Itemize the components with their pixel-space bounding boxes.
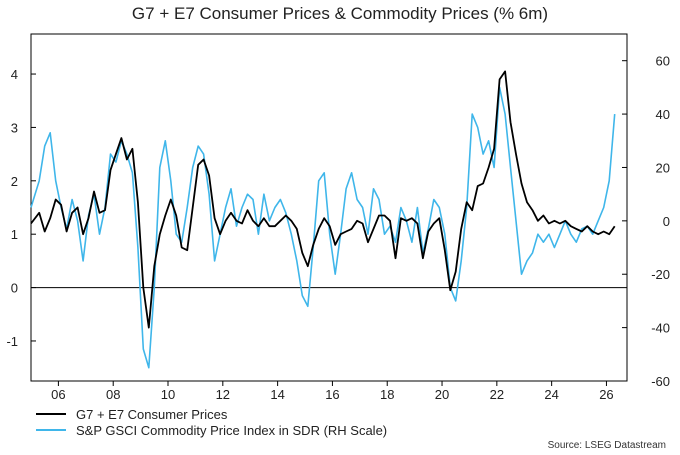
plot-frame bbox=[30, 33, 628, 382]
y-left-tick-label: 4 bbox=[11, 67, 18, 82]
x-tick-label: 12 bbox=[216, 387, 230, 402]
x-tick-label: 08 bbox=[106, 387, 120, 402]
y-right-tick-label: 20 bbox=[656, 160, 670, 175]
y-left-tick-label: -1 bbox=[6, 334, 18, 349]
y-right-tick-label: -40 bbox=[651, 321, 670, 336]
plot-border bbox=[30, 33, 628, 382]
x-tick-label: 24 bbox=[544, 387, 558, 402]
x-tick-label: 26 bbox=[599, 387, 613, 402]
x-tick-label: 06 bbox=[51, 387, 65, 402]
y-left-tick-label: 2 bbox=[11, 174, 18, 189]
x-tick-label: 16 bbox=[325, 387, 339, 402]
series-line-cpi bbox=[30, 70, 616, 329]
x-tick-label: 20 bbox=[435, 387, 449, 402]
x-axis: 06 08 10 12 14 16 18 20 22 24 26 bbox=[51, 381, 614, 402]
y-left-tick-label: 1 bbox=[11, 227, 18, 242]
right-y-axis: -60 -40 -20 0 20 40 60 bbox=[622, 54, 670, 389]
y-left-tick-label: 0 bbox=[11, 281, 18, 296]
y-right-tick-label: -60 bbox=[651, 374, 670, 389]
legend: G7 + E7 Consumer Prices S&P GSCI Commodi… bbox=[36, 406, 387, 438]
left-y-axis: -1 0 1 2 3 4 bbox=[6, 67, 36, 349]
y-right-tick-label: 60 bbox=[656, 54, 670, 69]
y-right-tick-label: -20 bbox=[651, 267, 670, 282]
legend-item-cpi: G7 + E7 Consumer Prices bbox=[36, 406, 387, 422]
legend-label-gsci: S&P GSCI Commodity Price Index in SDR (R… bbox=[76, 422, 388, 438]
series-line-gsci bbox=[30, 86, 616, 369]
source-note: Source: LSEG Datastream bbox=[547, 440, 666, 451]
legend-label-cpi: G7 + E7 Consumer Prices bbox=[76, 406, 228, 422]
legend-item-gsci: S&P GSCI Commodity Price Index in SDR (R… bbox=[36, 422, 387, 438]
x-tick-label: 18 bbox=[380, 387, 394, 402]
y-left-tick-label: 3 bbox=[11, 120, 18, 135]
x-tick-label: 10 bbox=[161, 387, 175, 402]
legend-swatch-cpi bbox=[36, 413, 66, 415]
series-layer bbox=[30, 70, 616, 369]
x-tick-label: 14 bbox=[270, 387, 284, 402]
x-tick-label: 22 bbox=[490, 387, 504, 402]
chart-title: G7 + E7 Consumer Prices & Commodity Pric… bbox=[131, 4, 549, 23]
y-right-tick-label: 40 bbox=[656, 107, 670, 122]
y-right-tick-label: 0 bbox=[663, 214, 670, 229]
legend-swatch-gsci bbox=[36, 429, 66, 431]
